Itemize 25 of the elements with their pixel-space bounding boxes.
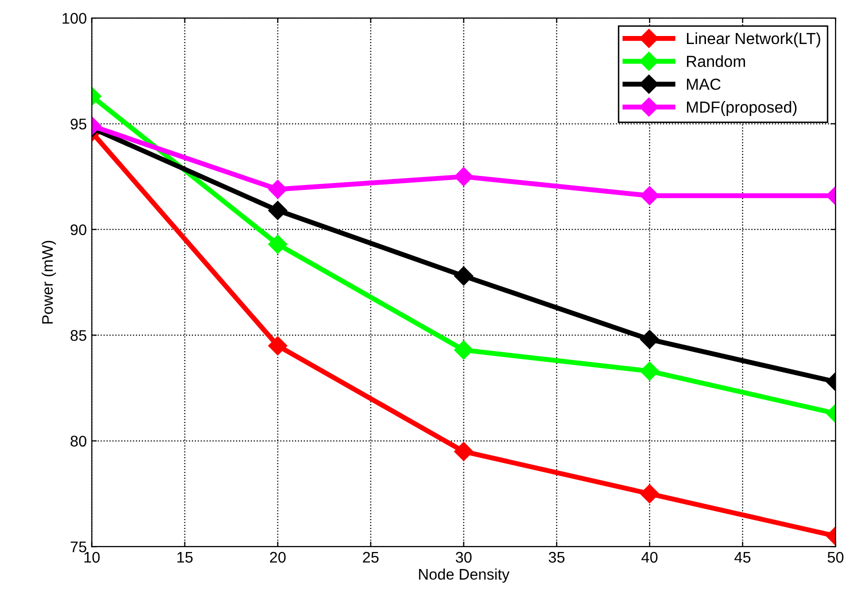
x-tick-label: 30 [456, 552, 472, 563]
x-tick-label: 10 [84, 552, 100, 563]
x-tick-label: 20 [270, 552, 286, 563]
y-tick-label: 75 [70, 542, 86, 552]
y-axis-title: Power (mW) [42, 240, 56, 324]
point [454, 340, 474, 360]
x-axis-title: Node Density [419, 568, 510, 583]
y-tick-label: 95 [70, 118, 86, 130]
point [454, 266, 474, 286]
x-tick-label: 25 [362, 552, 379, 563]
x-tick-label: 15 [177, 552, 193, 563]
x-tick-label: 50 [828, 552, 844, 563]
x-tick-label: 40 [641, 552, 658, 563]
point [454, 167, 474, 186]
y-tick-label: 90 [70, 224, 86, 236]
x-tick-label: 35 [548, 552, 564, 563]
legend-label: Random [686, 55, 745, 68]
y-tick-label: 100 [62, 12, 86, 24]
legend-label: Linear Network(LT) [686, 32, 820, 48]
y-tick-label: 80 [70, 436, 86, 447]
point [454, 442, 474, 462]
x-tick-label: 45 [734, 552, 750, 563]
legend-label: MDF(proposed) [686, 101, 797, 116]
y-tick-label: 85 [70, 330, 86, 341]
legend-label: MAC [686, 78, 721, 90]
